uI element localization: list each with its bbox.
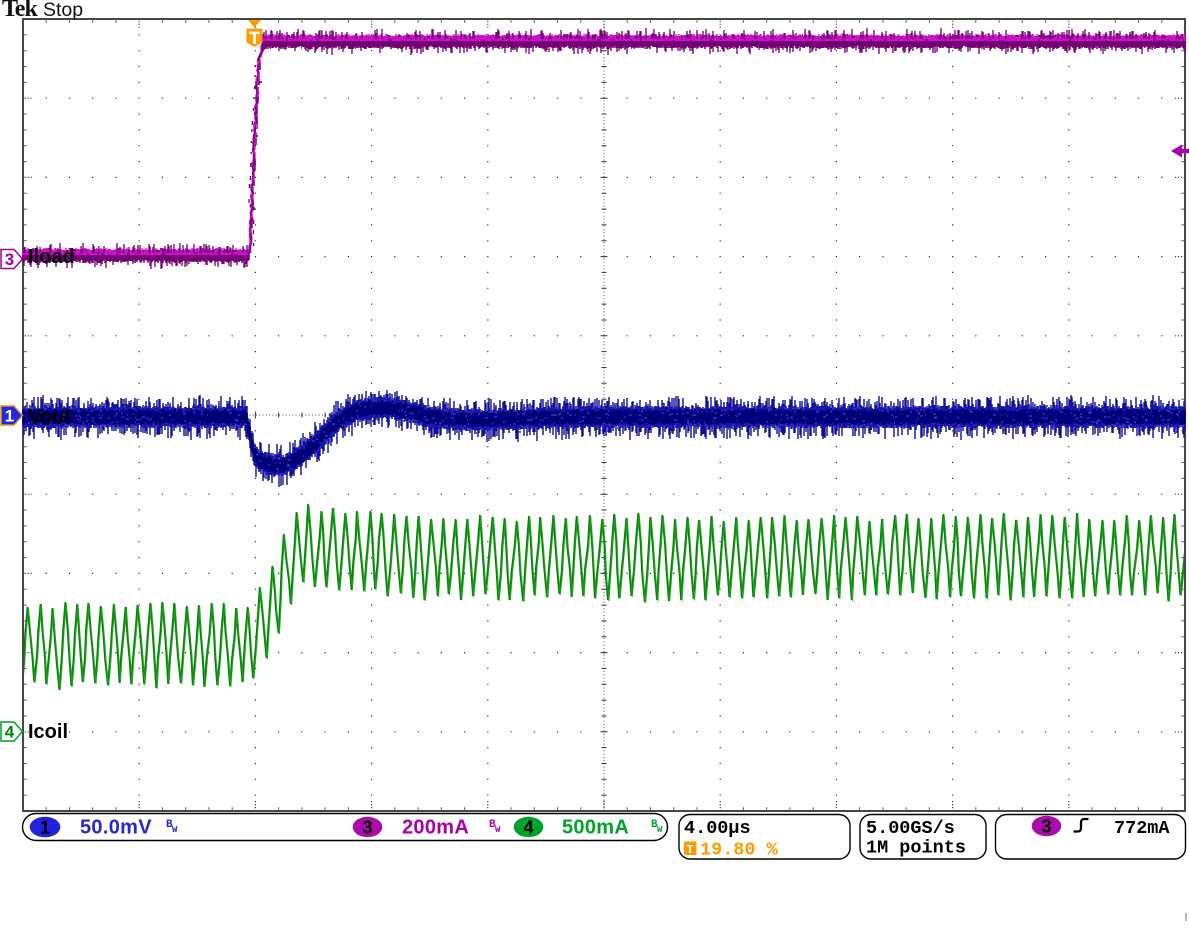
svg-text:500mA: 500mA <box>562 817 629 839</box>
svg-text:4: 4 <box>5 723 15 742</box>
svg-text:Icoil: Icoil <box>28 721 68 743</box>
svg-text:W: W <box>495 825 501 835</box>
svg-text:4: 4 <box>523 818 533 838</box>
svg-text:50.0mV: 50.0mV <box>80 817 152 839</box>
svg-text:Stop: Stop <box>43 0 83 21</box>
svg-text:B: B <box>651 819 658 831</box>
svg-text:W: W <box>657 825 663 835</box>
svg-text:B: B <box>166 819 173 831</box>
svg-text:T: T <box>686 843 693 857</box>
svg-text:19.80 %: 19.80 % <box>700 840 779 861</box>
svg-text:1: 1 <box>5 407 14 426</box>
svg-text:200mA: 200mA <box>402 817 469 839</box>
svg-text:3: 3 <box>362 818 372 838</box>
svg-text:Vout: Vout <box>28 406 71 428</box>
svg-text:1: 1 <box>40 818 50 838</box>
svg-text:772mA: 772mA <box>1114 818 1170 839</box>
svg-text:3: 3 <box>5 250 14 269</box>
svg-text:Iload: Iload <box>28 246 75 268</box>
svg-text:Tek: Tek <box>2 0 38 22</box>
svg-text:5.00GS/s: 5.00GS/s <box>866 818 955 839</box>
svg-text:3: 3 <box>1041 817 1051 837</box>
svg-text:4.00µs: 4.00µs <box>684 818 751 839</box>
svg-text:W: W <box>172 825 178 835</box>
svg-text:B: B <box>489 819 496 831</box>
svg-text:1M points: 1M points <box>866 838 966 859</box>
